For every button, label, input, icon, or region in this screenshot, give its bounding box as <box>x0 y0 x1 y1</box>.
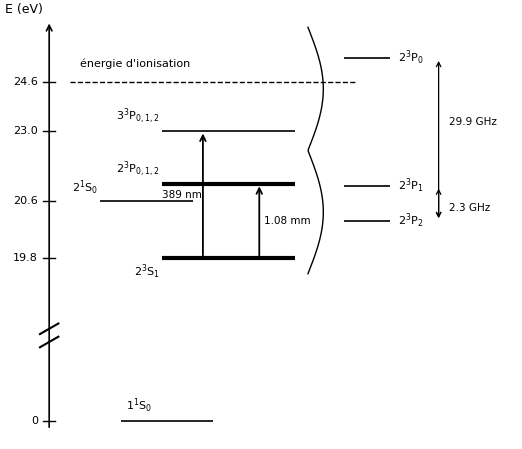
Text: 19.8: 19.8 <box>13 253 38 264</box>
Text: 2$^3$P$_2$: 2$^3$P$_2$ <box>398 212 423 230</box>
Text: énergie d'ionisation: énergie d'ionisation <box>80 58 190 69</box>
Text: 3$^3$P$_{0,1,2}$: 3$^3$P$_{0,1,2}$ <box>116 106 159 126</box>
Text: 2$^3$P$_1$: 2$^3$P$_1$ <box>398 176 423 195</box>
Text: 389 nm: 389 nm <box>162 189 203 199</box>
Text: 2$^3$P$_{0,1,2}$: 2$^3$P$_{0,1,2}$ <box>116 159 159 179</box>
Text: 2$^3$S$_1$: 2$^3$S$_1$ <box>134 263 159 281</box>
Text: 2.3 GHz: 2.3 GHz <box>449 203 490 213</box>
Text: 20.6: 20.6 <box>13 196 38 206</box>
Text: 23.0: 23.0 <box>13 126 38 136</box>
Text: 0: 0 <box>31 416 38 426</box>
Text: 2$^1$S$_0$: 2$^1$S$_0$ <box>72 178 98 197</box>
Text: 1$^1$S$_0$: 1$^1$S$_0$ <box>126 396 152 414</box>
Text: 29.9 GHz: 29.9 GHz <box>449 117 497 127</box>
Text: E (eV): E (eV) <box>5 3 42 16</box>
Text: 1.08 mm: 1.08 mm <box>264 216 311 226</box>
Text: 2$^3$P$_0$: 2$^3$P$_0$ <box>398 49 423 67</box>
Text: 24.6: 24.6 <box>13 77 38 87</box>
